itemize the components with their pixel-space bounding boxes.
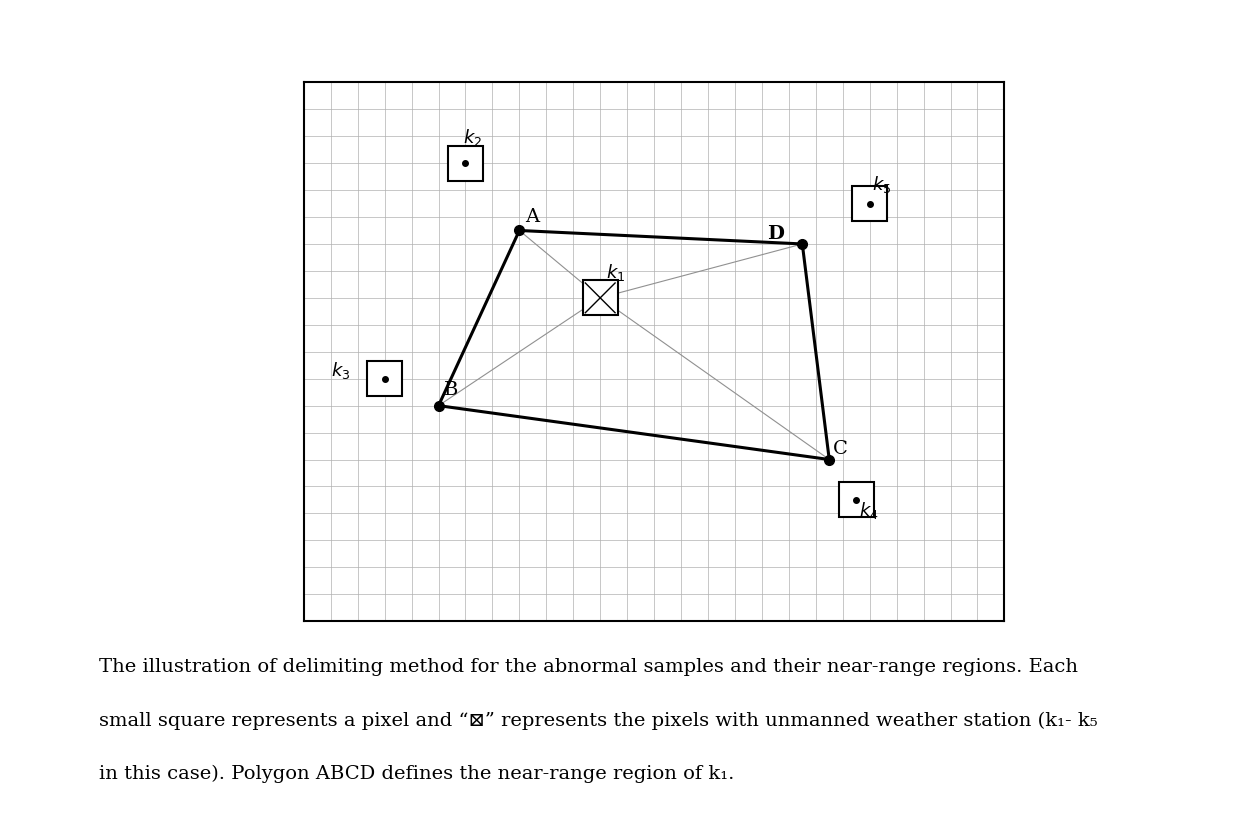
Text: $k_1$: $k_1$ (605, 262, 625, 283)
Bar (583, 281, 618, 316)
Text: The illustration of delimiting method for the abnormal samples and their near-ra: The illustration of delimiting method fo… (99, 658, 1079, 676)
Text: $k_3$: $k_3$ (331, 360, 350, 381)
Text: small square represents a pixel and “⊠” represents the pixels with unmanned weat: small square represents a pixel and “⊠” … (99, 712, 1097, 730)
Text: $k_4$: $k_4$ (859, 500, 879, 521)
Text: C: C (833, 440, 848, 458)
Text: $k_5$: $k_5$ (873, 174, 892, 195)
Text: $k_2$: $k_2$ (463, 127, 482, 148)
Text: in this case). Polygon ABCD defines the near-range region of k₁.: in this case). Polygon ABCD defines the … (99, 765, 734, 783)
Text: A: A (525, 209, 539, 227)
Text: D: D (768, 225, 784, 243)
Text: B: B (444, 381, 459, 399)
Bar (852, 186, 887, 221)
Bar (448, 146, 484, 181)
Bar (838, 483, 874, 518)
Bar (367, 362, 402, 396)
